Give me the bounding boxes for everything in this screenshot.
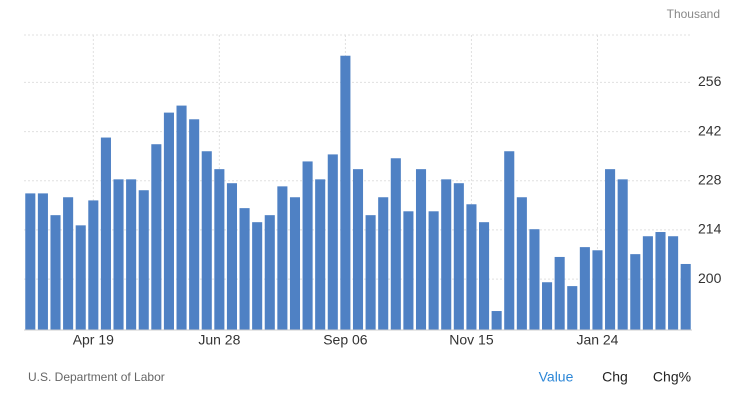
bar: [668, 236, 679, 330]
y-tick-label: 256: [698, 73, 722, 89]
bar: [201, 151, 212, 330]
bar: [289, 197, 301, 330]
bar: [491, 311, 502, 330]
bar: [163, 112, 174, 330]
bar: [302, 161, 313, 330]
bar: [352, 169, 364, 330]
bar: [579, 247, 590, 330]
toggle-button[interactable]: Chg: [602, 369, 628, 385]
bar: [655, 232, 666, 330]
y-tick-label: 242: [698, 122, 722, 138]
bar: [605, 169, 616, 330]
bar: [252, 222, 263, 330]
bar: [226, 183, 238, 330]
bar: [340, 55, 351, 330]
y-axis-unit: Thousand: [667, 7, 720, 21]
bar: [126, 179, 137, 330]
toggle-button[interactable]: Chg%: [653, 369, 691, 385]
bar: [176, 105, 187, 330]
bar: [88, 200, 99, 330]
bar: [63, 197, 74, 330]
x-tick-label: Jun 28: [198, 332, 240, 348]
bar: [554, 256, 565, 330]
bar: [453, 183, 464, 330]
bar: [390, 158, 401, 330]
bar: [277, 186, 288, 330]
bar: [415, 169, 427, 330]
bar: [100, 137, 111, 330]
bar: [428, 211, 439, 330]
x-tick-label: Sep 06: [323, 332, 368, 348]
bar: [680, 263, 691, 330]
bar: [642, 236, 653, 330]
bar: [630, 254, 641, 330]
source: U.S. Department of Labor: [28, 370, 165, 384]
y-tick-label: 214: [698, 221, 722, 237]
bar: [567, 286, 578, 330]
bar: [315, 179, 326, 330]
bar: [327, 154, 338, 330]
bar: [37, 193, 48, 330]
bar: [365, 215, 376, 330]
bar: [592, 250, 603, 330]
x-tick-label: Apr 19: [73, 332, 114, 348]
bar: [504, 151, 515, 330]
bar: [50, 215, 61, 330]
bar: [113, 179, 124, 330]
bar: [138, 190, 149, 330]
bar: [441, 179, 452, 330]
bar: [542, 282, 553, 330]
bar: [75, 225, 86, 330]
bar: [516, 197, 527, 330]
toggle-button[interactable]: Value: [539, 369, 574, 385]
bar: [478, 222, 490, 330]
bar: [403, 211, 414, 330]
bar: [239, 208, 250, 330]
bar: [617, 179, 628, 330]
y-tick-label: 228: [698, 171, 722, 187]
y-tick-label: 200: [698, 270, 722, 286]
bar: [466, 204, 477, 330]
x-tick-label: Nov 15: [449, 332, 494, 348]
bar: [189, 119, 200, 331]
bar: [529, 229, 540, 330]
bar: [264, 215, 275, 330]
bar: [378, 197, 389, 330]
bar: [151, 144, 162, 330]
bar: [25, 193, 36, 330]
bar: [214, 169, 225, 330]
x-tick-label: Jan 24: [576, 332, 618, 348]
